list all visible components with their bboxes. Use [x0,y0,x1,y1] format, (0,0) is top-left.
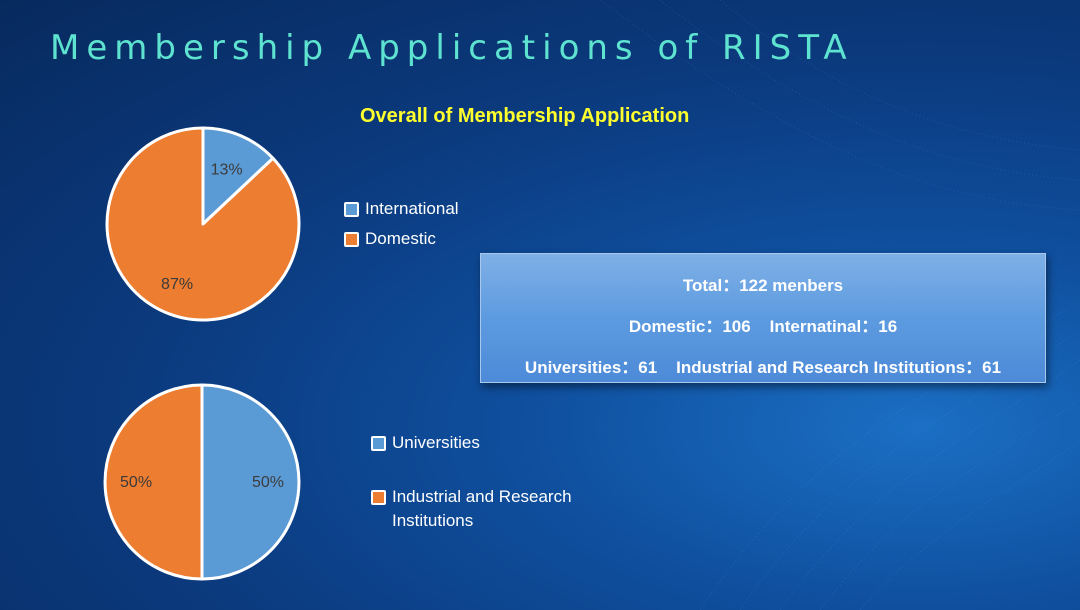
summary-total: Total：122 menbers [682,276,844,295]
legend-item-domestic: Domestic [344,227,459,251]
origin-data-label-2: 87% [161,276,193,293]
summary-domestic-international: Domestic：106 Internatinal：16 [628,317,898,336]
chart-title: Overall of Membership Application [360,105,690,127]
origin-data-label-1: 13% [211,161,243,178]
legend-swatch-blue [371,436,386,451]
legend-label-domestic: Domestic [365,229,436,248]
legend-item-international: International [344,197,459,221]
origin-slice-domestic [105,126,301,322]
summary-box: Total：122 menbers Domestic：106 Internati… [480,253,1046,383]
legend-label-institutions-line2: Institutions [392,511,474,530]
pie-chart-membership-origin: 13% 87% [105,126,301,322]
legend-label-international: International [365,199,459,218]
pie-chart-membership-type: 50% 50% [103,383,301,581]
legend-item-institutions: Industrial and Research Institutions [371,485,572,533]
type-data-label-2: 50% [120,474,152,491]
origin-slice-international [201,126,275,226]
slide-title: Membership Applications of RISTA [50,28,854,68]
summary-universities-institutions: Universities：61 Industrial and Research … [524,358,1002,377]
type-data-label-1: 50% [252,474,284,491]
legend-swatch-orange [371,490,386,505]
legend-item-universities: Universities [371,431,572,455]
legend-label-universities: Universities [392,433,480,452]
legend-membership-type: Universities Industrial and Research Ins… [371,431,572,533]
type-slice-industrial-and-research-institutions [103,383,204,581]
legend-membership-origin: International Domestic [344,197,459,251]
legend-swatch-orange [344,232,359,247]
legend-swatch-blue [344,202,359,217]
type-slice-universities [200,383,301,581]
legend-label-institutions-line1: Industrial and Research [392,487,572,506]
